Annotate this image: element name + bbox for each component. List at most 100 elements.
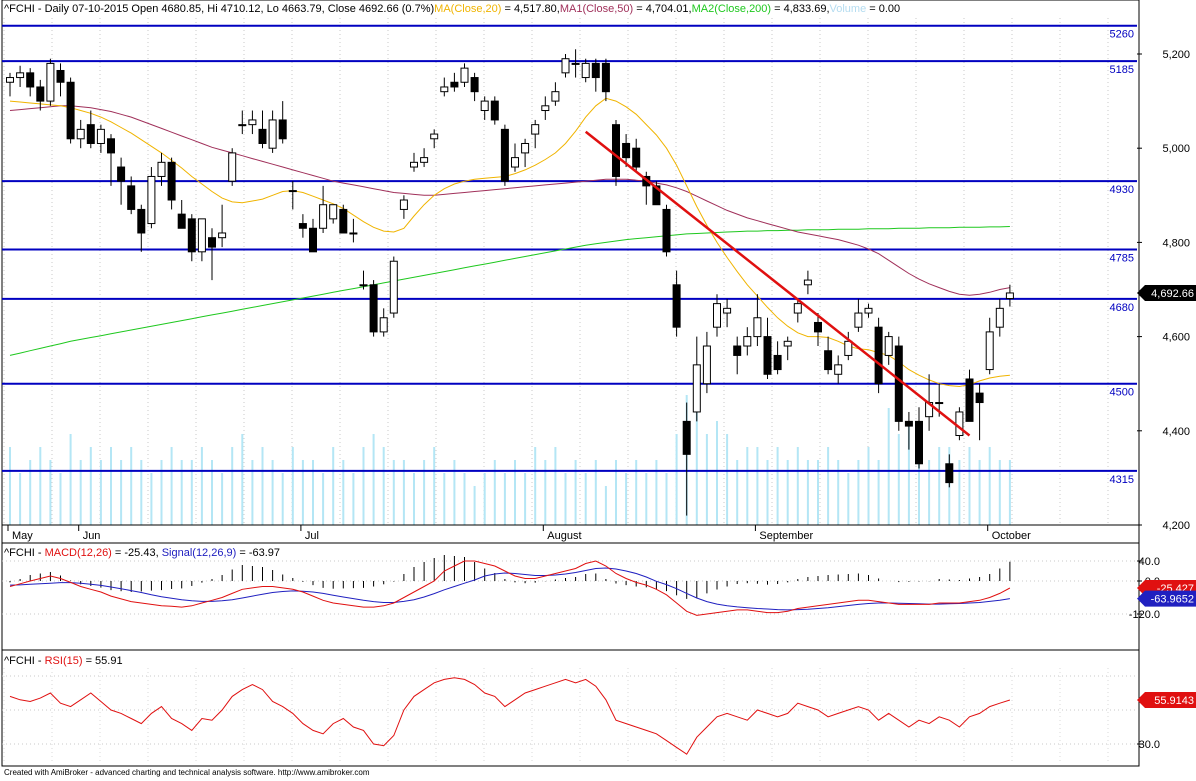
volume-bar (99, 460, 102, 525)
volume-bar (49, 460, 52, 525)
volume-bar (362, 447, 365, 525)
candle-body (16, 72, 25, 79)
volume-bar (443, 473, 446, 525)
volume-bar (281, 473, 284, 525)
candle-body (228, 152, 237, 182)
candle-body (561, 58, 570, 74)
signal-header-value: = -63.97 (236, 547, 280, 559)
level-label: 4930 (1110, 184, 1134, 196)
candle-body (521, 142, 530, 154)
title-ohlc: - Daily 07-10-2015 Open 4680.85, Hi 4710… (35, 3, 434, 15)
candle-body (278, 119, 287, 140)
trendline (584, 130, 971, 437)
price-tick-label: 4,800 (1162, 237, 1190, 249)
candle-body (26, 72, 35, 88)
volume-bar (958, 460, 961, 525)
volume-label: Volume (830, 3, 867, 15)
footer-credit: Created with AmiBroker - advanced charti… (4, 768, 370, 777)
volume-bar (524, 473, 527, 525)
macd-lines (9, 560, 1011, 616)
volume-bar (695, 408, 698, 525)
candle-body (208, 237, 216, 248)
volume-bar (514, 460, 516, 525)
macd-header-label: MACD(12,26) (45, 547, 112, 559)
macd-tick-label: 40.0 (1139, 556, 1160, 568)
volume-bar (211, 460, 213, 525)
candle-body (369, 284, 378, 333)
candle-body (844, 340, 853, 356)
volume-bar (271, 460, 274, 525)
candle-body (127, 185, 136, 210)
volume-bar (877, 460, 880, 525)
candle-body (167, 161, 176, 201)
candle-body (824, 350, 833, 371)
ma20-line (9, 97, 1010, 388)
volume-bar (625, 473, 628, 525)
candle-body (783, 340, 792, 347)
candle-body (36, 86, 45, 102)
rsi-badge-value: 55.9143 (1154, 695, 1194, 707)
candle-body (662, 208, 671, 253)
volume-bar (776, 447, 779, 525)
price-tick-label: 5,000 (1162, 143, 1190, 155)
month-axis: May Jun Jul August September October (2, 524, 1137, 542)
macd-histogram (9, 555, 1011, 599)
volume-bar (59, 473, 62, 525)
level-label: 4680 (1110, 302, 1134, 314)
price-tick-label: 5,200 (1162, 49, 1190, 61)
candle-body (591, 62, 600, 79)
panel-frames (1, 0, 1140, 767)
rsi-header-symbol: ^FCHI (4, 655, 35, 667)
volume-bar (160, 460, 163, 525)
candle-body (157, 161, 166, 177)
volume-bar (130, 447, 133, 525)
volume-bar (887, 408, 890, 525)
volume-bar (19, 473, 22, 525)
volume-bar (301, 460, 304, 525)
volume-bar (746, 447, 749, 525)
rsi-header: ^FCHI - RSI(15) = 55.91 (4, 655, 123, 667)
volume-bar (392, 460, 395, 525)
candle-body (258, 128, 267, 144)
candle-body (379, 317, 388, 333)
macd-axis: 40.00.0-120.0-25.427-63.9652 (1129, 556, 1196, 621)
volume-bar (574, 460, 577, 525)
macd-header-value: = -25.43, (112, 547, 162, 559)
volume-bar (221, 473, 224, 525)
volume-bar (544, 460, 547, 525)
candle-body (66, 81, 75, 140)
level-label: 4785 (1110, 252, 1134, 264)
candlesticks (6, 49, 1014, 516)
candle-body (76, 128, 85, 140)
volume-bar (483, 473, 486, 525)
volume-bar (1008, 460, 1011, 525)
month-label: Jul (305, 530, 319, 542)
volume-bar (463, 473, 466, 525)
volume-bar (827, 447, 830, 525)
volume-bar (675, 434, 678, 525)
macd-header-sep: - (35, 547, 45, 559)
candle-body (692, 364, 701, 413)
candle-body (56, 69, 65, 83)
volume-bar (615, 460, 617, 525)
volume-bar (503, 473, 506, 525)
ma200-label: MA2(Close,200) (692, 3, 771, 15)
volume-bar (796, 447, 799, 525)
candle-body (753, 317, 762, 338)
volume-bar (322, 473, 325, 525)
candle-body (490, 100, 499, 121)
chart-title-line: ^FCHI - Daily 07-10-2015 Open 4680.85, H… (4, 3, 900, 15)
month-label: September (759, 530, 813, 542)
rsi-line (9, 677, 1011, 755)
candle-body (763, 336, 772, 375)
rsi-axis: 30.0 55.9143 (1137, 691, 1196, 751)
volume-bar (938, 447, 941, 525)
volume-bar (170, 447, 173, 525)
candle-body (995, 307, 1004, 328)
volume-bar (756, 447, 759, 525)
candle-body (430, 133, 439, 140)
candle-body (329, 204, 338, 220)
volume-bar (423, 460, 426, 525)
month-label: August (547, 530, 581, 542)
last-price-badge (1137, 284, 1196, 301)
